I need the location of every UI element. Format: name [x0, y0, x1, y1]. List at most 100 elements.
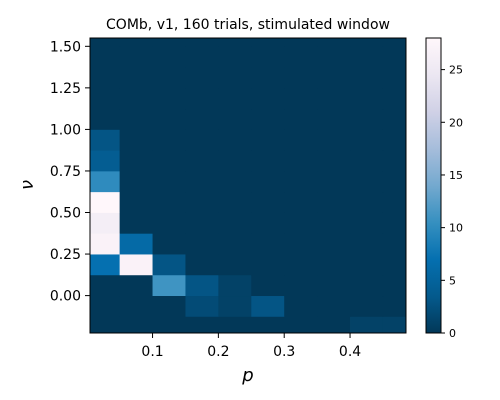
heatmap-cell [90, 87, 121, 110]
colorbar-ticks: 0 5 10 15 20 25 [441, 64, 463, 340]
heatmap-cell [185, 129, 219, 151]
heatmap-cell [119, 233, 153, 255]
plot-frame [89, 37, 407, 334]
heatmap-cell [218, 87, 252, 110]
heatmap-cell [251, 46, 285, 68]
heatmap-cell [251, 129, 285, 151]
heatmap-cell [317, 46, 351, 68]
heatmap-cell [152, 129, 186, 151]
heatmap-cell [152, 212, 186, 234]
heatmap-cell [152, 274, 186, 297]
heatmap-cell [152, 38, 186, 47]
colorbar-tick-label: 15 [449, 169, 463, 182]
heatmap-cell [317, 87, 351, 110]
heatmap-cell [284, 295, 318, 317]
heatmap-cell [350, 170, 384, 193]
heatmap-cell [317, 212, 351, 234]
heatmap-cell [185, 150, 219, 172]
heatmap-cell [90, 46, 121, 68]
heatmap-cell [317, 254, 351, 276]
heatmap-cell [119, 274, 153, 297]
heatmap-cell [284, 254, 318, 276]
heatmap-cell [152, 150, 186, 172]
heatmap-cell [152, 254, 186, 276]
heatmap-cell [119, 87, 153, 110]
heatmap-cell [152, 170, 186, 193]
heatmap-cell [284, 108, 318, 130]
x-tick-label: 0.1 [141, 344, 163, 360]
y-tick-label: 0.75 [50, 164, 81, 180]
y-tick-label: 0.50 [50, 206, 81, 222]
heatmap-cell [382, 46, 406, 68]
heatmap-cell [251, 191, 285, 213]
heatmap-cell [119, 108, 153, 130]
heatmap-cell [317, 67, 351, 89]
heatmap-cell [317, 316, 351, 333]
heatmap-cell [317, 191, 351, 213]
heatmap-cell [90, 212, 121, 234]
heatmap-cell [382, 67, 406, 89]
heatmap-cell [284, 316, 318, 333]
heatmap-cell [218, 295, 252, 317]
heatmap-cell [350, 129, 384, 151]
heatmap-cell [119, 38, 153, 47]
heatmap-cell [218, 233, 252, 255]
heatmap-cell [90, 170, 121, 193]
heatmap-cell [382, 254, 406, 276]
heatmap-cell [218, 38, 252, 47]
heatmap-cell [90, 233, 121, 255]
x-tick-label: 0.4 [339, 344, 361, 360]
heatmap-cell [317, 170, 351, 193]
heatmap-cell [382, 108, 406, 130]
x-axis: 0.1 0.2 0.3 0.4 [141, 333, 361, 360]
heatmap-cell [185, 212, 219, 234]
heatmap-cell [251, 254, 285, 276]
heatmap-cell [382, 38, 406, 47]
heatmap-cell [185, 67, 219, 89]
heatmap-cell [317, 150, 351, 172]
heatmap-cell [284, 46, 318, 68]
heatmap-cell [382, 274, 406, 297]
heatmap-cell [185, 274, 219, 297]
heatmap-cell [119, 254, 153, 276]
heatmap-cell [251, 170, 285, 193]
heatmap-cell [185, 108, 219, 130]
heatmap-cell [119, 170, 153, 193]
heatmap-cell [218, 67, 252, 89]
heatmap-cell [218, 212, 252, 234]
heatmap-cell [90, 316, 121, 333]
heatmap-cell [382, 212, 406, 234]
heatmap-cell [251, 212, 285, 234]
colorbar-tick-label: 5 [449, 274, 456, 287]
heatmap-cell [251, 295, 285, 317]
heatmap-cell [382, 316, 406, 333]
heatmap-cell [284, 233, 318, 255]
heatmap-cell [382, 87, 406, 110]
heatmap-cell [284, 87, 318, 110]
heatmap-cell [350, 191, 384, 213]
heatmap-cell [350, 87, 384, 110]
heatmap-cell [382, 150, 406, 172]
colorbar [425, 37, 442, 334]
heatmap-cell [350, 233, 384, 255]
heatmap-cell [218, 46, 252, 68]
heatmap-cell [218, 191, 252, 213]
heatmap-cell [251, 274, 285, 297]
heatmap-cell [90, 38, 121, 47]
y-tick-label: 1.25 [50, 81, 81, 97]
heatmap-cell [90, 129, 121, 151]
heatmap-cell [284, 38, 318, 47]
colorbar-tick-label: 10 [449, 222, 463, 235]
heatmap-cell [284, 212, 318, 234]
colorbar-tick-label: 25 [449, 64, 463, 77]
heatmap-cell [251, 87, 285, 110]
heatmap-cell [152, 87, 186, 110]
heatmap-cell [152, 295, 186, 317]
heatmap-cell [185, 38, 219, 47]
heatmap-cell [284, 191, 318, 213]
heatmap-cell [152, 316, 186, 333]
heatmap-cell [350, 274, 384, 297]
heatmap-cell [185, 87, 219, 110]
heatmap-cell [284, 170, 318, 193]
heatmap-cell [251, 38, 285, 47]
